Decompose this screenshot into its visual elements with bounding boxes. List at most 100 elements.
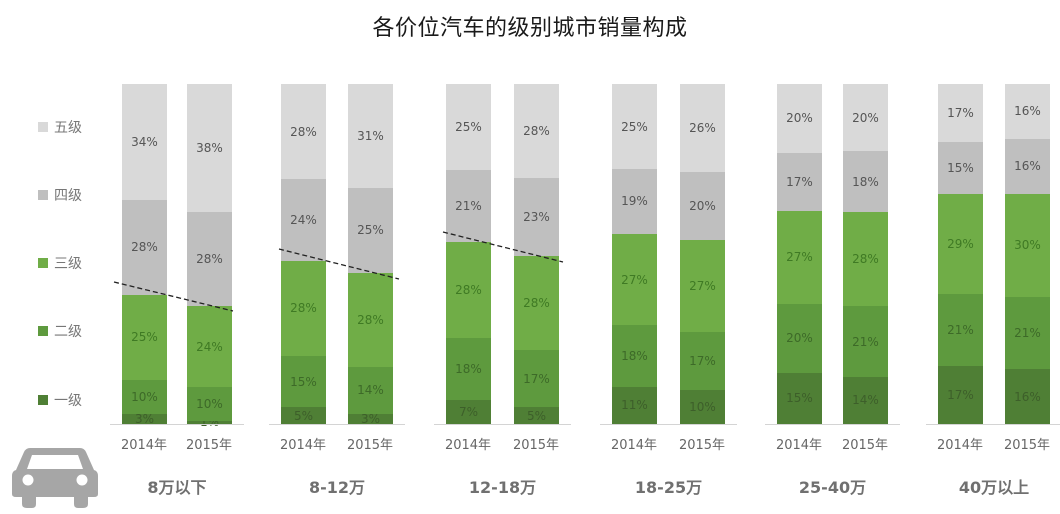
- segment-value-label: 25%: [131, 330, 158, 345]
- axis-baseline: [926, 424, 1060, 425]
- segment-value-label: 10%: [689, 400, 716, 414]
- bar-segment: 5%: [281, 407, 326, 424]
- bar-segment: 20%: [777, 303, 822, 373]
- bar-segment: 20%: [843, 84, 888, 152]
- legend-label: 一级: [54, 393, 82, 409]
- bar-segment: 20%: [680, 172, 725, 241]
- segment-value-label: 20%: [786, 331, 813, 346]
- bar-segment: 26%: [680, 84, 725, 173]
- bar-segment: 17%: [938, 84, 983, 143]
- segment-value-label: 21%: [1014, 326, 1041, 340]
- segment-value-label: 14%: [357, 383, 384, 398]
- segment-value-label: 24%: [290, 213, 317, 228]
- axis-baseline: [269, 424, 405, 425]
- stacked-bar: 7% 18% 28% 21% 25%: [446, 84, 491, 424]
- bar-segment: 17%: [514, 349, 559, 408]
- segment-value-label: 18%: [455, 362, 482, 377]
- legend-item: 四级: [38, 185, 118, 205]
- segment-value-label: 11%: [621, 398, 648, 413]
- segment-value-label: 5%: [526, 408, 547, 423]
- bar-segment: 10%: [680, 390, 725, 424]
- segment-value-label: 27%: [786, 250, 813, 265]
- car-icon: [10, 444, 100, 512]
- bar-segment: 7%: [446, 399, 491, 424]
- year-label: 2015年: [841, 438, 889, 453]
- bar-segment: 15%: [938, 142, 983, 194]
- segment-value-label: 21%: [947, 322, 974, 337]
- bar-segment: 28%: [446, 242, 491, 339]
- bar-segment: 24%: [187, 306, 232, 387]
- price-group-label: 8万以下: [147, 478, 207, 497]
- segment-value-label: 20%: [689, 199, 716, 214]
- segment-value-label: 16%: [1014, 104, 1041, 119]
- axis-baseline: [765, 424, 900, 425]
- bar-segment: 10%: [122, 379, 167, 414]
- bar-segment: 15%: [777, 372, 822, 424]
- year-label: 2014年: [775, 438, 823, 453]
- segment-value-label: 28%: [357, 312, 384, 327]
- legend-item: 一级: [38, 390, 118, 410]
- legend-swatch: [38, 122, 48, 132]
- segment-value-label: 3%: [360, 411, 381, 426]
- bar-segment: 11%: [612, 386, 657, 424]
- bar-segment: 27%: [612, 233, 657, 326]
- bar-segment: 23%: [514, 178, 559, 256]
- year-label: 2014年: [120, 438, 168, 453]
- segment-value-label: 16%: [1014, 159, 1041, 174]
- chart-title: 各价位汽车的级别城市销量构成: [372, 16, 688, 41]
- bar-segment: 17%: [777, 152, 822, 212]
- bar-segment: 20%: [777, 84, 822, 153]
- segment-value-label: 30%: [1014, 238, 1041, 253]
- legend-swatch: [38, 395, 48, 405]
- axis-baseline: [600, 424, 737, 425]
- stacked-bar: 5% 17% 28% 23% 28%: [514, 84, 559, 424]
- bar-segment: 18%: [446, 338, 491, 400]
- bar-segment: 5%: [514, 407, 559, 424]
- segment-value-label: 28%: [196, 252, 223, 267]
- bar-segment: 17%: [938, 365, 983, 424]
- axis-baseline: [110, 424, 244, 425]
- segment-value-label: 38%: [196, 140, 223, 155]
- stacked-bar: 17% 21% 29% 15% 17%: [938, 84, 983, 424]
- stacked-bar: 1% 10% 24% 28% 38%: [187, 84, 232, 429]
- stacked-bar: 5% 15% 28% 24% 28%: [281, 84, 326, 424]
- segment-value-label: 24%: [196, 339, 223, 354]
- year-label: 2015年: [185, 438, 233, 453]
- segment-value-label: 28%: [290, 301, 317, 316]
- segment-value-label: 17%: [947, 106, 974, 121]
- segment-value-label: 10%: [196, 396, 223, 411]
- bar-segment: 30%: [1005, 193, 1050, 297]
- segment-value-label: 21%: [852, 334, 879, 349]
- bar-segment: 38%: [187, 84, 232, 212]
- bar-segment: 21%: [1005, 296, 1050, 370]
- bar-segment: 28%: [843, 211, 888, 307]
- price-group-label: 25-40万: [798, 478, 867, 497]
- segment-value-label: 28%: [131, 240, 158, 255]
- stacked-bar: 3% 14% 28% 25% 31%: [348, 84, 393, 426]
- year-label: 2015年: [1003, 438, 1051, 453]
- bar-segment: 21%: [938, 293, 983, 366]
- segment-value-label: 27%: [621, 272, 648, 287]
- bar-segment: 27%: [777, 211, 822, 304]
- legend-swatch: [38, 326, 48, 336]
- bar-segment: 14%: [348, 366, 393, 414]
- bar-segment: 21%: [446, 169, 491, 242]
- segment-value-label: 18%: [621, 349, 648, 364]
- legend-swatch: [38, 258, 48, 268]
- year-label: 2015年: [678, 438, 726, 453]
- legend-item: 二级: [38, 321, 118, 341]
- year-label: 2015年: [346, 438, 394, 453]
- bar-segment: 29%: [938, 193, 983, 294]
- year-label: 2014年: [444, 438, 492, 453]
- year-label: 2014年: [936, 438, 984, 453]
- bar-segment: 18%: [612, 325, 657, 387]
- segment-value-label: 17%: [689, 354, 716, 369]
- segment-value-label: 28%: [523, 124, 550, 139]
- bar-segment: 25%: [348, 188, 393, 273]
- segment-value-label: 17%: [523, 371, 550, 386]
- stacked-bar: 3% 10% 25% 28% 34%: [122, 84, 167, 426]
- bar-segment: 16%: [1005, 369, 1050, 424]
- axis-baseline: [434, 424, 571, 425]
- bar-segment: 10%: [187, 386, 232, 421]
- segment-value-label: 31%: [357, 129, 384, 144]
